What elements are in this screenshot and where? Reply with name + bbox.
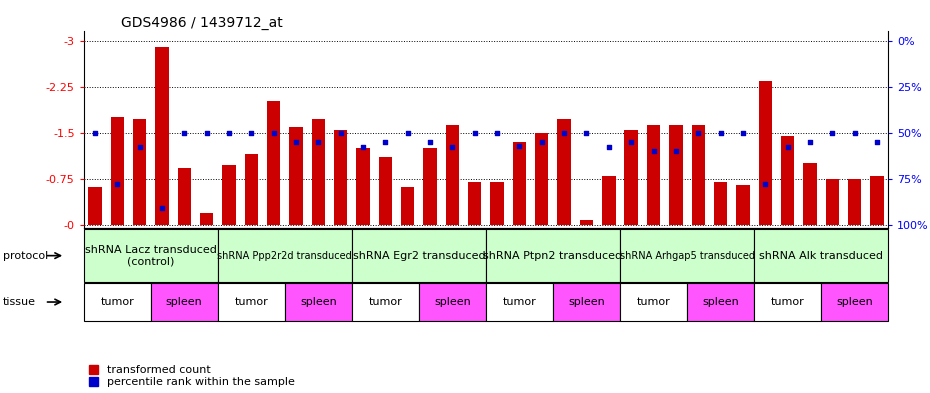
Text: spleen: spleen	[836, 297, 873, 307]
Point	[669, 148, 684, 154]
Bar	[557, 119, 571, 225]
Point	[288, 139, 303, 145]
Point	[199, 130, 214, 136]
Legend: transformed count, percentile rank within the sample: transformed count, percentile rank withi…	[89, 365, 295, 387]
Point	[512, 143, 527, 149]
Bar	[602, 176, 616, 225]
Point	[355, 144, 370, 151]
Bar	[535, 133, 549, 225]
Text: tumor: tumor	[637, 297, 671, 307]
Text: shRNA Ptpn2 transduced: shRNA Ptpn2 transduced	[484, 251, 622, 261]
Text: GDS4986 / 1439712_at: GDS4986 / 1439712_at	[121, 16, 283, 30]
Text: shRNA Lacz transduced
(control): shRNA Lacz transduced (control)	[85, 245, 217, 266]
Point	[847, 130, 862, 136]
Text: shRNA Egr2 transduced: shRNA Egr2 transduced	[352, 251, 485, 261]
Bar	[245, 154, 258, 225]
Bar	[155, 47, 168, 225]
Point	[400, 130, 415, 136]
Text: tissue: tissue	[3, 297, 35, 307]
Bar	[804, 163, 817, 225]
Point	[557, 130, 572, 136]
Text: spleen: spleen	[568, 297, 604, 307]
Point	[602, 144, 617, 151]
Bar	[624, 130, 638, 225]
Point	[758, 181, 773, 187]
Bar	[267, 101, 280, 225]
Point	[311, 139, 325, 145]
Bar	[334, 130, 348, 225]
Point	[422, 139, 437, 145]
Point	[333, 130, 348, 136]
Bar	[88, 187, 101, 225]
Bar	[870, 176, 883, 225]
Bar	[289, 127, 302, 225]
Point	[780, 144, 795, 151]
Point	[713, 130, 728, 136]
Text: spleen: spleen	[166, 297, 203, 307]
Text: shRNA Ppp2r2d transduced: shRNA Ppp2r2d transduced	[218, 251, 352, 261]
Bar	[579, 220, 593, 225]
Text: spleen: spleen	[434, 297, 471, 307]
Point	[490, 130, 505, 136]
Bar	[670, 125, 683, 225]
Text: tumor: tumor	[502, 297, 537, 307]
Point	[177, 130, 192, 136]
Point	[467, 130, 482, 136]
Bar	[848, 179, 861, 225]
Point	[579, 130, 594, 136]
Point	[624, 139, 639, 145]
Bar	[401, 187, 415, 225]
Bar	[111, 118, 124, 225]
Text: spleen: spleen	[300, 297, 337, 307]
Text: tumor: tumor	[234, 297, 268, 307]
Point	[736, 130, 751, 136]
Point	[535, 139, 550, 145]
Point	[825, 130, 840, 136]
Point	[221, 130, 236, 136]
Bar	[200, 213, 213, 225]
Bar	[379, 157, 392, 225]
Point	[132, 144, 147, 151]
Text: spleen: spleen	[702, 297, 739, 307]
Point	[445, 144, 459, 151]
Bar	[423, 148, 437, 225]
Point	[803, 139, 817, 145]
Bar	[692, 125, 705, 225]
Bar	[512, 142, 526, 225]
Bar	[714, 182, 727, 225]
Bar	[759, 81, 772, 225]
Text: tumor: tumor	[100, 297, 134, 307]
Bar	[356, 148, 370, 225]
Text: shRNA Arhgap5 transduced: shRNA Arhgap5 transduced	[619, 251, 754, 261]
Bar	[445, 125, 459, 225]
Point	[266, 130, 281, 136]
Bar	[781, 136, 794, 225]
Bar	[133, 119, 146, 225]
Text: protocol: protocol	[3, 251, 48, 261]
Bar	[178, 168, 191, 225]
Bar	[490, 182, 504, 225]
Text: shRNA Alk transduced: shRNA Alk transduced	[759, 251, 884, 261]
Bar	[646, 125, 660, 225]
Bar	[222, 165, 235, 225]
Point	[110, 181, 125, 187]
Bar	[826, 179, 839, 225]
Point	[154, 205, 169, 211]
Point	[870, 139, 884, 145]
Point	[87, 130, 102, 136]
Bar	[468, 182, 482, 225]
Text: tumor: tumor	[771, 297, 804, 307]
Point	[691, 130, 706, 136]
Text: tumor: tumor	[368, 297, 403, 307]
Point	[244, 130, 259, 136]
Bar	[312, 119, 325, 225]
Point	[646, 148, 661, 154]
Bar	[737, 185, 750, 225]
Point	[378, 139, 392, 145]
